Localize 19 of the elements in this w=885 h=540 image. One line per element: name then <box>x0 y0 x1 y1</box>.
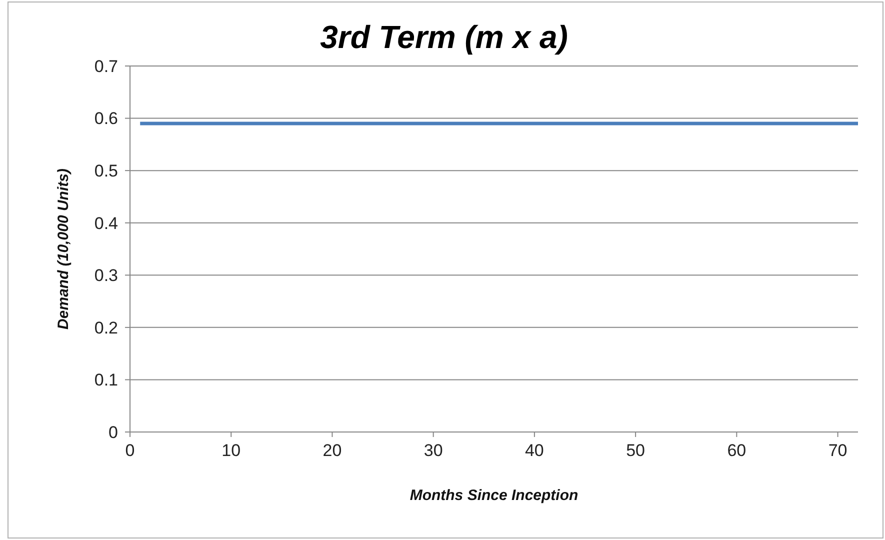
x-tick-label: 20 <box>322 441 342 460</box>
y-tick-label: 0.2 <box>94 318 118 338</box>
x-tick-label: 10 <box>222 441 241 460</box>
y-tick-label: 0.1 <box>94 370 118 390</box>
y-tick-label: 0 <box>108 422 118 442</box>
y-tick-label: 0.6 <box>94 109 118 128</box>
y-axis-title: Demand (10,000 Units) <box>55 168 72 330</box>
y-tick-label: 0.7 <box>94 56 118 76</box>
chart-title: 3rd Term (m x a) <box>320 19 568 55</box>
y-tick-label: 0.3 <box>94 266 118 286</box>
y-tick-label: 0.4 <box>94 214 118 233</box>
x-tick-label: 60 <box>727 441 746 460</box>
x-tick-label: 30 <box>424 441 443 460</box>
y-tick-label: 0.5 <box>94 162 118 181</box>
x-tick-label: 50 <box>626 441 646 460</box>
x-tick-label: 40 <box>524 441 544 460</box>
x-tick-label: 70 <box>828 441 848 460</box>
x-axis-title: Months Since Inception <box>410 487 578 504</box>
x-tick-label: 0 <box>125 441 135 460</box>
